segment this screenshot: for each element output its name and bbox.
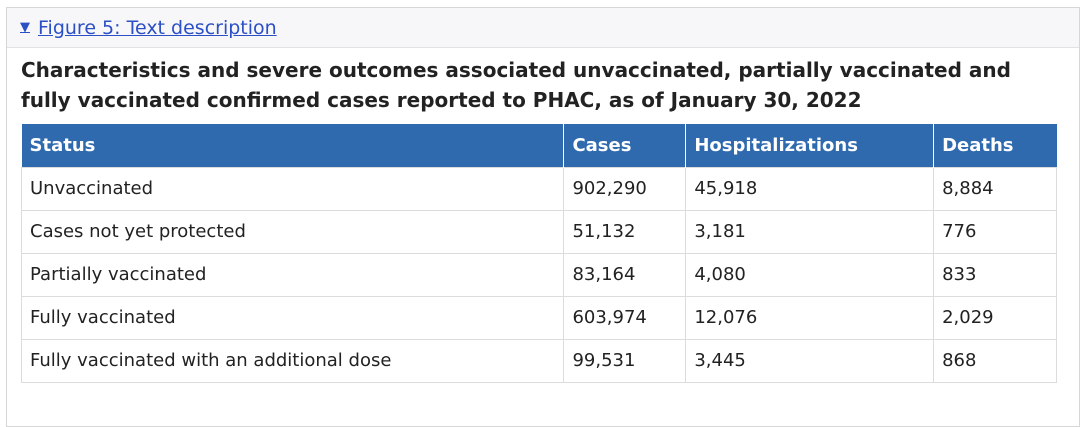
table-header-row: Status Cases Hospitalizations Deaths <box>21 124 1057 167</box>
column-header-deaths: Deaths <box>933 124 1057 167</box>
outcomes-table: Status Cases Hospitalizations Deaths Unv… <box>20 124 1057 383</box>
cell-cases: 51,132 <box>563 209 687 254</box>
cell-status: Fully vaccinated <box>20 295 565 340</box>
cell-deaths: 2,029 <box>933 295 1057 340</box>
cell-status: Cases not yet protected <box>20 209 565 254</box>
table-row: Fully vaccinated 603,974 12,076 2,029 <box>20 295 1057 340</box>
cell-deaths: 868 <box>933 338 1057 383</box>
cell-status: Fully vaccinated with an additional dose <box>20 338 565 383</box>
cell-deaths: 776 <box>933 209 1057 254</box>
cell-cases: 99,531 <box>563 338 687 383</box>
cell-cases: 83,164 <box>563 252 687 297</box>
column-header-status: Status <box>21 124 565 167</box>
summary-label[interactable]: Figure 5: Text description <box>38 16 277 39</box>
cell-hospitalizations: 45,918 <box>685 166 935 211</box>
triangle-down-icon[interactable]: ▼ <box>20 20 30 35</box>
cell-cases: 902,290 <box>563 166 687 211</box>
table-row: Fully vaccinated with an additional dose… <box>20 338 1057 383</box>
details-summary-bar[interactable]: ▼ Figure 5: Text description <box>7 8 1079 48</box>
table-row: Cases not yet protected 51,132 3,181 776 <box>20 209 1057 254</box>
figure-text-description-toggle[interactable]: ▼ Figure 5: Text description <box>20 17 277 39</box>
cell-hospitalizations: 3,445 <box>685 338 935 383</box>
table-row: Partially vaccinated 83,164 4,080 833 <box>20 252 1057 297</box>
column-header-cases: Cases <box>563 124 687 167</box>
cell-deaths: 8,884 <box>933 166 1057 211</box>
cell-deaths: 833 <box>933 252 1057 297</box>
cell-cases: 603,974 <box>563 295 687 340</box>
cell-hospitalizations: 4,080 <box>685 252 935 297</box>
table-row: Unvaccinated 902,290 45,918 8,884 <box>20 166 1057 211</box>
table-caption: Characteristics and severe outcomes asso… <box>21 58 1011 112</box>
cell-hospitalizations: 3,181 <box>685 209 935 254</box>
cell-status: Partially vaccinated <box>20 252 565 297</box>
column-header-hospitalizations: Hospitalizations <box>685 124 935 167</box>
cell-status: Unvaccinated <box>20 166 565 211</box>
cell-hospitalizations: 12,076 <box>685 295 935 340</box>
